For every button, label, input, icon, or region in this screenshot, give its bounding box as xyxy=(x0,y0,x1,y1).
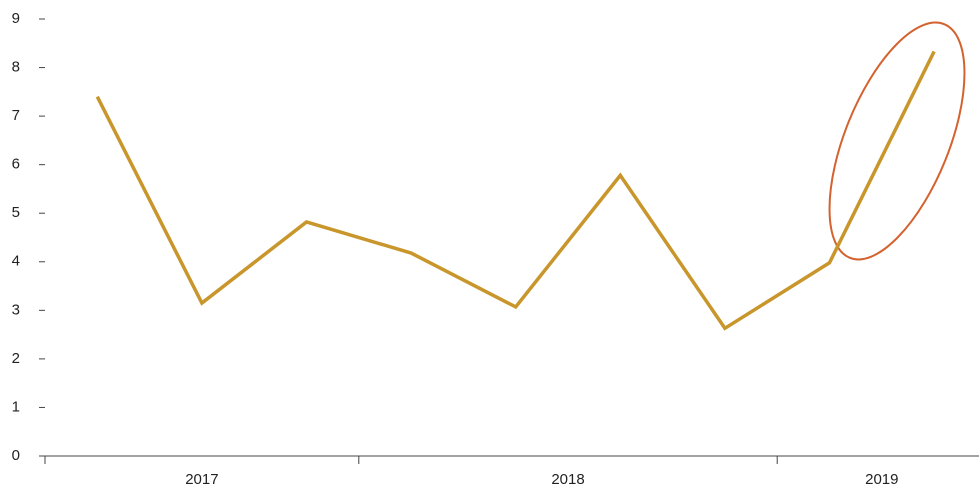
y-tick-label: 5 xyxy=(12,204,20,221)
y-tick-label: 2 xyxy=(12,350,20,367)
x-group-label: 2017 xyxy=(185,471,218,488)
y-tick-label: 4 xyxy=(12,253,20,270)
x-group-label: 2019 xyxy=(865,471,898,488)
y-tick-label: 0 xyxy=(12,447,20,464)
y-tick-label: 7 xyxy=(12,107,20,124)
y-tick-label: 9 xyxy=(12,10,20,27)
highlight-ellipse xyxy=(828,21,966,261)
y-tick-label: 6 xyxy=(12,156,20,173)
y-tick-label: 1 xyxy=(12,398,20,415)
x-group-label: 2018 xyxy=(551,471,584,488)
y-tick-label: 8 xyxy=(12,59,20,76)
data-line xyxy=(95,50,936,331)
y-tick-label: 3 xyxy=(12,301,20,318)
